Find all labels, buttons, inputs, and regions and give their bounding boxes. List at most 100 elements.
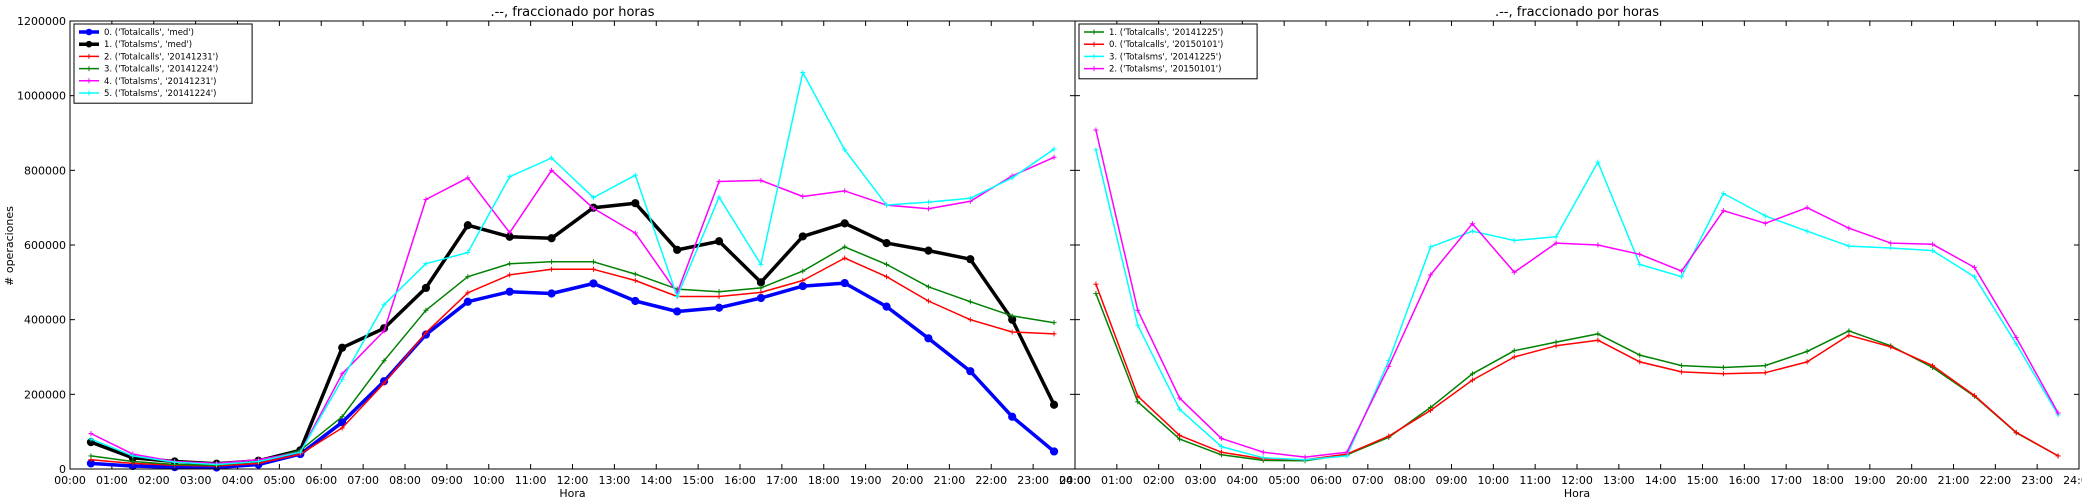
x-tick-label: 07:00: [347, 474, 379, 487]
data-point: [714, 303, 724, 312]
x-tick-label: 06:00: [305, 474, 337, 487]
series-line: [90, 257, 1055, 467]
data-point: [1049, 447, 1059, 456]
data-point: [924, 334, 933, 343]
x-tick-label: 24:00: [1059, 474, 1091, 487]
data-point: [840, 278, 849, 288]
x-tick-label: 05:00: [264, 474, 296, 487]
x-tick-label: 22:00: [975, 474, 1007, 487]
legend-label: 1. ('Totalcalls', '20141225'): [1109, 28, 1223, 38]
data-point: [882, 239, 891, 248]
x-tick-label: 20:00: [1896, 474, 1928, 487]
y-tick-label: 1200000: [17, 15, 66, 28]
x-tick-label: 24:00: [2063, 474, 2082, 487]
x-tick-label: 03:00: [1185, 474, 1217, 487]
legend: 0. ('Totalcalls', 'med') 1. ('Totalsms', …: [73, 23, 253, 104]
legend-label: 4. ('Totalsms', '20141231'): [104, 77, 216, 87]
x-tick-label: 17:00: [766, 474, 798, 487]
data-point: [840, 219, 849, 228]
legend-label: 2. ('Totalsms', '20150101'): [1109, 65, 1221, 75]
plot-frame: [1074, 20, 2080, 470]
x-tick-label: 11:00: [515, 474, 547, 487]
y-tick-label: 600000: [24, 239, 66, 252]
x-tick-label: 23:00: [2021, 474, 2053, 487]
x-tick-label: 11:00: [1519, 474, 1551, 487]
x-tick-label: 18:00: [808, 474, 840, 487]
legend-label: 1. ('Totalsms', 'med'): [104, 40, 192, 50]
x-tick-label: 22:00: [1979, 474, 2011, 487]
x-tick-label: 13:00: [1603, 474, 1635, 487]
legend-box: [1078, 23, 1258, 80]
y-tick-label: 200000: [24, 388, 66, 401]
chart-right: .--, fraccionado por horas 00:00 01:00 02:0…: [1059, 5, 2082, 500]
x-tick-label: 05:00: [1268, 474, 1300, 487]
data-point: [463, 221, 472, 230]
legend-label: 0. ('Totalcalls', 'med'): [104, 28, 194, 38]
legend-label: 2. ('Totalcalls', '20141231'): [104, 52, 218, 62]
x-tick-label: 04:00: [1226, 474, 1258, 487]
x-tick-label: 08:00: [389, 474, 421, 487]
x-tick-label: 18:00: [1812, 474, 1844, 487]
series-line: [90, 201, 1056, 466]
legend-label: 3. ('Totalsms', '20141225'): [1109, 52, 1221, 62]
x-tick-label: 12:00: [1561, 474, 1593, 487]
data-point: [673, 307, 682, 316]
x-axis-label: Hora: [559, 487, 585, 500]
x-tick-label: 00:00: [54, 474, 86, 487]
x-tick-label: 06:00: [1310, 474, 1342, 487]
y-tick-label: 0: [59, 463, 66, 476]
data-point: [1008, 412, 1017, 421]
data-point: [966, 367, 975, 376]
x-tick-label: 19:00: [1854, 474, 1886, 487]
x-tick-label: 10:00: [1477, 474, 1509, 487]
data-point: [882, 302, 891, 311]
x-tick-label: 09:00: [431, 474, 463, 487]
data-point: [924, 246, 933, 255]
x-tick-label: 08:00: [1394, 474, 1426, 487]
series-line: [90, 71, 1055, 466]
chart-left: .--, fraccionado por horas 0 200000 400000 6…: [17, 5, 1091, 500]
data-point: [1049, 400, 1059, 409]
y-axis-label: # operaciones: [3, 206, 16, 286]
series-line: [1095, 129, 2059, 458]
data-point: [338, 343, 347, 352]
series-line: [1095, 149, 2059, 461]
x-tick-label: 09:00: [1436, 474, 1468, 487]
data-point: [798, 281, 807, 291]
series-line: [90, 246, 1055, 467]
data-point: [589, 279, 598, 288]
x-tick-label: 00:00: [1059, 474, 1091, 487]
series-line: [1095, 283, 2059, 461]
x-tick-label: 10:00: [473, 474, 505, 487]
x-tick-label: 23:00: [1017, 474, 1049, 487]
data-point: [756, 278, 766, 287]
x-tick-label: 17:00: [1770, 474, 1802, 487]
data-point: [756, 293, 766, 303]
x-tick-label: 19:00: [850, 474, 882, 487]
data-point: [463, 297, 472, 306]
legend-box: [73, 23, 253, 104]
x-tick-label: 07:00: [1352, 474, 1384, 487]
y-tick-label: 800000: [24, 164, 66, 177]
x-tick-label: 16:00: [724, 474, 756, 487]
x-tick-label: 01:00: [96, 474, 128, 487]
x-tick-label: 04:00: [222, 474, 254, 487]
data-point: [505, 287, 514, 296]
data-point: [631, 296, 640, 306]
data-point: [798, 232, 807, 241]
x-tick-label: 21:00: [934, 474, 966, 487]
data-point: [673, 245, 682, 254]
x-tick-label: 15:00: [1687, 474, 1719, 487]
x-tick-label: 15:00: [682, 474, 714, 487]
x-tick-label: 16:00: [1728, 474, 1760, 487]
data-point: [547, 234, 556, 243]
x-tick-label: 14:00: [1645, 474, 1677, 487]
data-point: [631, 199, 640, 208]
legend-label: 3. ('Totalcalls', '20141224'): [104, 65, 218, 75]
data-point: [714, 237, 724, 246]
x-tick-label: 13:00: [599, 474, 631, 487]
legend-label: 5. ('Totalsms', '20141224'): [104, 89, 216, 99]
x-tick-label: 02:00: [138, 474, 170, 487]
x-tick-label: 01:00: [1101, 474, 1133, 487]
